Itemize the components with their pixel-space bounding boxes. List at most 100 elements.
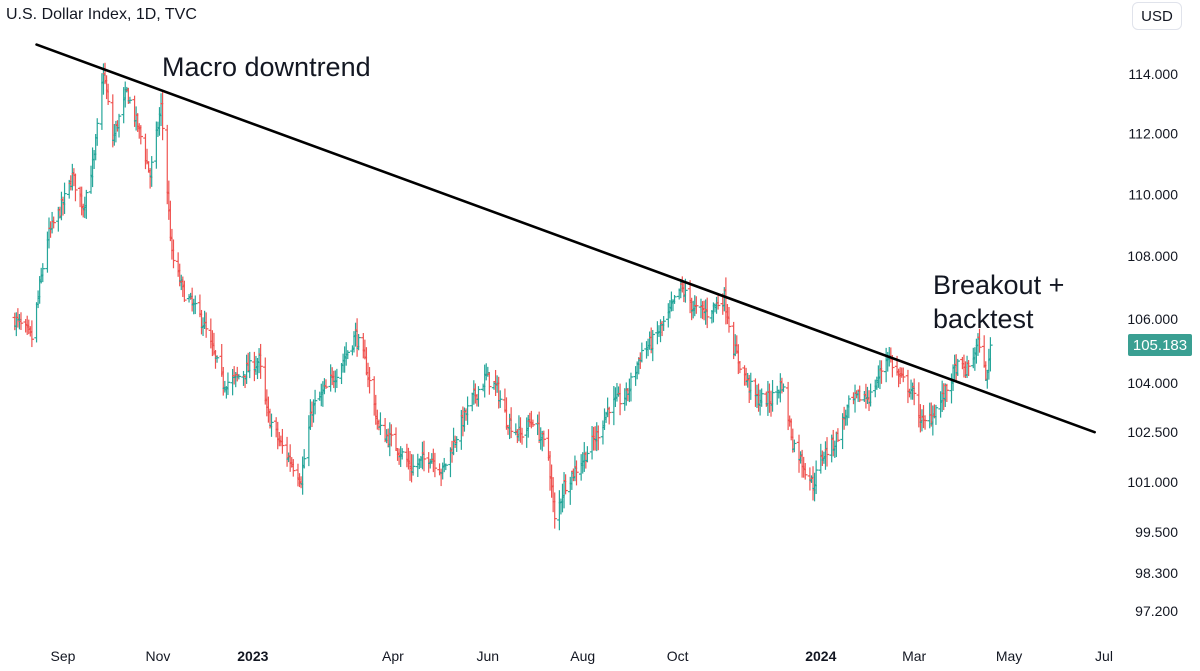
ohlc-bar bbox=[29, 320, 35, 348]
ohlc-bar bbox=[498, 390, 503, 408]
ohlc-bar bbox=[73, 173, 78, 202]
ohlc-bar bbox=[127, 96, 133, 104]
ohlc-bar bbox=[203, 312, 209, 338]
ohlc-bar bbox=[541, 430, 547, 447]
ohlc-bar bbox=[737, 361, 743, 374]
ohlc-bar bbox=[585, 446, 590, 463]
ohlc-bar bbox=[421, 440, 427, 472]
x-tick-label: Jul bbox=[1095, 648, 1113, 664]
y-tick-label: 108.000 bbox=[1127, 248, 1178, 264]
ohlc-bar bbox=[410, 454, 416, 476]
ohlc-bar bbox=[846, 395, 852, 419]
ohlc-bar bbox=[563, 474, 568, 495]
ohlc-bar bbox=[944, 383, 950, 402]
y-tick-label: 98.300 bbox=[1135, 565, 1178, 581]
ohlc-bar bbox=[301, 449, 307, 469]
ohlc-bar bbox=[715, 293, 721, 310]
ohlc-bar bbox=[84, 189, 89, 219]
ohlc-bar bbox=[269, 413, 274, 437]
currency-button[interactable]: USD bbox=[1132, 2, 1182, 30]
price-axis[interactable]: 114.000 112.000 110.000 108.000 106.000 104.0… bbox=[1127, 66, 1178, 619]
ohlc-bar bbox=[694, 296, 699, 314]
ohlc-bar bbox=[18, 312, 24, 330]
ohlc-bar bbox=[454, 436, 459, 452]
ohlc-bar bbox=[672, 295, 677, 304]
y-tick-label: 99.500 bbox=[1135, 524, 1178, 540]
ohlc-bar bbox=[378, 412, 383, 436]
ohlc-bar bbox=[62, 182, 67, 214]
ohlc-bar bbox=[105, 83, 111, 105]
ohlc-bar bbox=[857, 385, 862, 403]
annotation-breakout-line1: Breakout + bbox=[933, 270, 1065, 300]
ohlc-bar bbox=[770, 380, 775, 412]
ohlc-bar bbox=[34, 302, 39, 343]
ohlc-bar bbox=[367, 367, 372, 394]
x-tick-label: Nov bbox=[145, 648, 170, 664]
ohlc-bar bbox=[552, 492, 557, 529]
ohlc-bar bbox=[312, 389, 318, 415]
ohlc-bar bbox=[911, 378, 917, 406]
ohlc-bar bbox=[160, 92, 165, 141]
ohlc-bar bbox=[868, 383, 873, 407]
x-tick-label: Mar bbox=[902, 648, 926, 664]
ohlc-bar bbox=[487, 372, 492, 395]
ohlc-bar bbox=[726, 307, 732, 333]
ohlc-bar bbox=[389, 424, 394, 447]
ohlc-bar bbox=[617, 383, 623, 416]
ohlc-bar bbox=[334, 368, 340, 389]
x-tick-label: Apr bbox=[382, 648, 404, 664]
x-tick-label: Aug bbox=[570, 648, 595, 664]
ohlc-bar bbox=[400, 448, 405, 460]
ohlc-bar bbox=[356, 333, 361, 351]
ohlc-bar bbox=[977, 328, 982, 353]
ohlc-bar bbox=[705, 297, 710, 329]
ohlc-bar bbox=[149, 156, 154, 187]
ohlc-bar bbox=[40, 263, 45, 283]
time-axis[interactable]: Sep Nov 2023 Apr Jun Aug Oct 2024 Mar May Jul bbox=[51, 648, 1113, 664]
macro-trendline bbox=[35, 43, 1096, 434]
ohlc-bar bbox=[905, 369, 911, 404]
ohlc-bar bbox=[879, 360, 884, 384]
ohlc-bar bbox=[345, 350, 350, 360]
ohlc-bar bbox=[284, 436, 290, 467]
ohlc-bar bbox=[465, 396, 470, 425]
y-tick-label: 102.500 bbox=[1127, 424, 1178, 440]
ohlc-bar bbox=[955, 358, 960, 377]
last-price-label: 105.183 bbox=[1128, 334, 1192, 357]
ohlc-bar bbox=[803, 463, 808, 480]
ohlc-bar bbox=[922, 415, 928, 430]
ohlc-bar bbox=[182, 280, 187, 302]
annotation-macro-downtrend: Macro downtrend bbox=[162, 52, 371, 82]
ohlc-bar bbox=[824, 437, 830, 467]
ohlc-bar bbox=[291, 459, 296, 477]
ohlc-bar bbox=[988, 337, 993, 372]
ohlc-bar bbox=[138, 125, 144, 145]
ohlc-bar bbox=[508, 407, 514, 439]
y-tick-label: 110.000 bbox=[1128, 186, 1178, 202]
annotation-breakout-line2: backtest bbox=[933, 304, 1034, 334]
ohlc-bar bbox=[835, 428, 841, 443]
y-tick-label: 114.000 bbox=[1128, 66, 1178, 82]
ohlc-bar bbox=[214, 355, 220, 363]
ohlc-bar bbox=[628, 372, 634, 402]
ohlc-bar bbox=[476, 386, 481, 407]
ohlc-bar bbox=[781, 383, 786, 392]
ohlc-bar bbox=[225, 372, 231, 396]
ohlc-bar bbox=[323, 379, 329, 389]
ohlc-bar bbox=[606, 406, 612, 425]
ohlc-bar bbox=[95, 118, 100, 146]
ohlc-bar bbox=[574, 460, 579, 486]
ohlc-bar bbox=[933, 404, 939, 425]
x-tick-label: 2023 bbox=[237, 648, 268, 664]
ohlc-bar bbox=[519, 427, 525, 445]
ohlc-bar bbox=[530, 419, 536, 427]
ohlc-bar bbox=[792, 439, 797, 453]
x-tick-label: May bbox=[996, 648, 1022, 664]
ohlc-bar bbox=[171, 239, 176, 269]
ohlc-bar bbox=[966, 360, 971, 377]
chart-title: U.S. Dollar Index, 1D, TVC bbox=[6, 6, 197, 23]
x-tick-label: Oct bbox=[667, 648, 689, 664]
y-tick-label: 104.000 bbox=[1127, 375, 1178, 391]
ohlc-bars bbox=[12, 62, 993, 531]
